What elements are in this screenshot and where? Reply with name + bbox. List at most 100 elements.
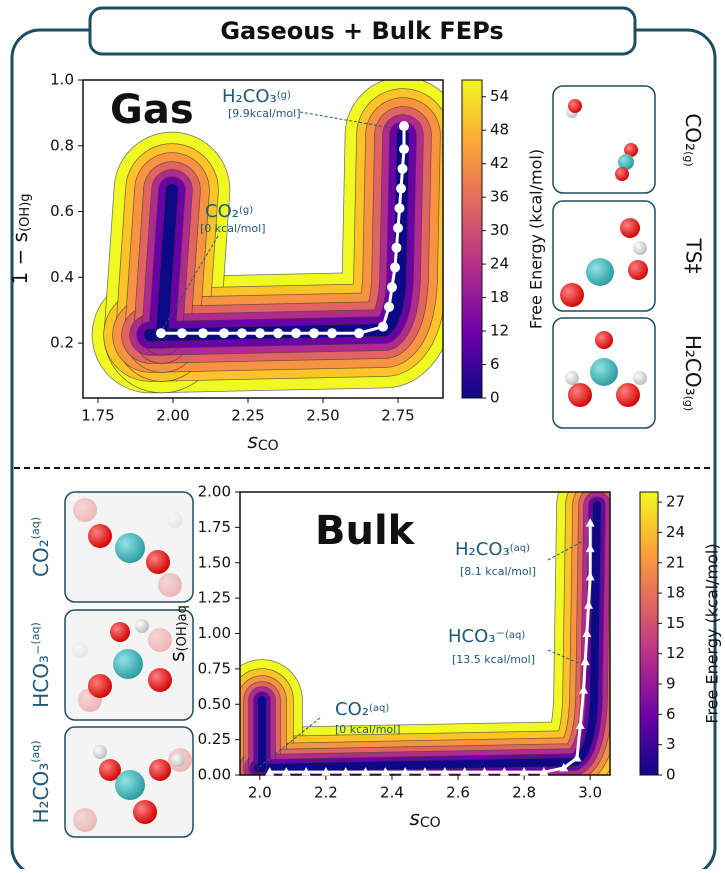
mep-point	[327, 328, 337, 338]
colorbar-tick-label: 3	[666, 735, 676, 753]
panel-state: (aq)	[29, 622, 42, 644]
colorbar-tick-label: 36	[490, 188, 509, 206]
colorbar-tick-label: 0	[666, 766, 676, 784]
annotation-energy: [13.5 kcal/mol]	[452, 653, 535, 666]
annotation-state: (aq)	[510, 543, 530, 554]
x-axis-label: sCO	[247, 429, 278, 455]
figure: Gaseous + Bulk FEPs CO₂(g) TS‡ H₂CO₃(g) …	[0, 0, 725, 869]
mep-point	[398, 164, 408, 174]
y-tick-label: 1.0	[50, 71, 74, 89]
x-tick-label: 2.8	[512, 784, 536, 802]
mep-point	[291, 328, 301, 338]
panel-label: TS‡	[682, 238, 706, 274]
colorbar-tick-label: 9	[666, 675, 676, 693]
panel-label: HCO₃⁻	[29, 644, 53, 707]
panel-label: CO₂	[682, 113, 706, 151]
mep-point	[396, 184, 406, 194]
mep-point	[273, 328, 283, 338]
panel-state: (aq)	[29, 517, 42, 539]
panel-state: (g)	[682, 396, 695, 412]
mep-point	[219, 328, 229, 338]
mep-point	[198, 328, 208, 338]
y-tick-label: 0.8	[50, 136, 74, 154]
x-label-sub: CO	[420, 815, 441, 831]
mep-point	[387, 282, 397, 292]
y-label-sub: (OH)aq	[175, 605, 190, 651]
colorbar-tick-label: 48	[490, 121, 509, 139]
y-tick-label: 0.2	[50, 334, 74, 352]
annotation-species: HCO₃⁻	[448, 626, 505, 647]
annotation-species: H₂CO₃	[455, 539, 510, 560]
y-tick-label: 0.75	[198, 659, 231, 677]
colorbar-tick-label: 18	[666, 584, 685, 602]
annotation: H₂CO₃(g)	[222, 86, 291, 107]
x-tick-label: 2.75	[381, 407, 414, 425]
annotation-energy: [0 kcal/mol]	[335, 723, 401, 736]
panel-label: H₂CO₃	[29, 763, 53, 824]
colorbar-label: Free Energy (kcal/mol)	[703, 543, 722, 723]
colorbar-tick-label: 0	[490, 389, 500, 407]
annotation: CO₂(g)	[205, 201, 253, 222]
annotation-state: (aq)	[505, 630, 525, 641]
annotation-state: (aq)	[369, 703, 389, 714]
colorbar-tick-label: 6	[666, 705, 676, 723]
mep-point	[392, 243, 402, 253]
y-tick-label: 1.75	[198, 518, 231, 536]
colorbar-tick-label: 18	[490, 288, 509, 306]
annotation-species: CO₂	[205, 201, 239, 222]
y-tick-label: 0.50	[198, 695, 231, 713]
x-tick-label: 1.75	[81, 407, 114, 425]
mep-point	[399, 144, 409, 154]
colorbar-tick-label: 21	[666, 553, 685, 571]
colorbar-tick-label: 12	[666, 644, 685, 662]
mep-point	[378, 322, 388, 332]
annotation-species: H₂CO₃	[222, 86, 277, 107]
y-tick-label: 0.6	[50, 202, 74, 220]
panel-state: (g)	[682, 151, 695, 167]
panel-label: H₂CO₃	[682, 335, 706, 396]
mep-point	[393, 223, 403, 233]
panel-label: Gas	[110, 87, 194, 133]
mep-point	[255, 328, 265, 338]
colorbar-tick-label: 27	[666, 493, 685, 511]
colorbar-tick-label: 12	[490, 322, 509, 340]
x-label-main: s	[247, 429, 257, 453]
contour-level	[258, 505, 597, 768]
colorbar	[640, 492, 658, 775]
annotation: CO₂(aq)	[335, 699, 389, 720]
colorbar-tick-label: 24	[666, 523, 685, 541]
panel-label: H₂CO₃(aq)	[29, 740, 53, 823]
annotation-state: (g)	[239, 205, 253, 216]
x-tick-label: 2.50	[306, 407, 339, 425]
annotation: H₂CO₃(aq)	[455, 539, 530, 560]
annotation: HCO₃⁻(aq)	[448, 626, 525, 647]
x-tick-label: 2.4	[380, 784, 404, 802]
annotation-energy: [8.1 kcal/mol]	[460, 565, 536, 578]
mep-point	[309, 328, 319, 338]
x-tick-label: 2.25	[231, 407, 264, 425]
mep-point	[395, 203, 405, 213]
x-tick-label: 2.6	[446, 784, 470, 802]
annotation-species: CO₂	[335, 699, 369, 720]
y-label-sub: (OH)g	[18, 193, 33, 231]
annotation-energy: [0 kcal/mol]	[200, 222, 266, 235]
y-label-main: 1 − s	[8, 232, 32, 285]
y-tick-label: 1.25	[198, 589, 231, 607]
x-tick-label: 2.2	[314, 784, 338, 802]
bulk-panel-labels: CO₂(aq) HCO₃⁻(aq) H₂CO₃(aq)	[29, 517, 53, 824]
colorbar-tick-label: 30	[490, 221, 509, 239]
annotation-energy: [9.9kcal/mol]	[228, 107, 301, 120]
mep-point	[237, 328, 247, 338]
panel-label: HCO₃⁻(aq)	[29, 622, 53, 708]
x-label-main: s	[409, 806, 419, 830]
title: Gaseous + Bulk FEPs	[220, 17, 503, 45]
y-label-main: s	[165, 651, 189, 661]
mep-point	[384, 302, 394, 312]
colorbar-label: Free Energy (kcal/mol)	[527, 149, 546, 329]
y-tick-label: 2.00	[198, 483, 231, 501]
mep-point	[390, 262, 400, 272]
annotation-state: (g)	[277, 90, 291, 101]
gas-panel-labels: CO₂(g) TS‡ H₂CO₃(g)	[682, 113, 706, 411]
y-tick-label: 0.4	[50, 268, 74, 286]
mep-point	[156, 328, 166, 338]
